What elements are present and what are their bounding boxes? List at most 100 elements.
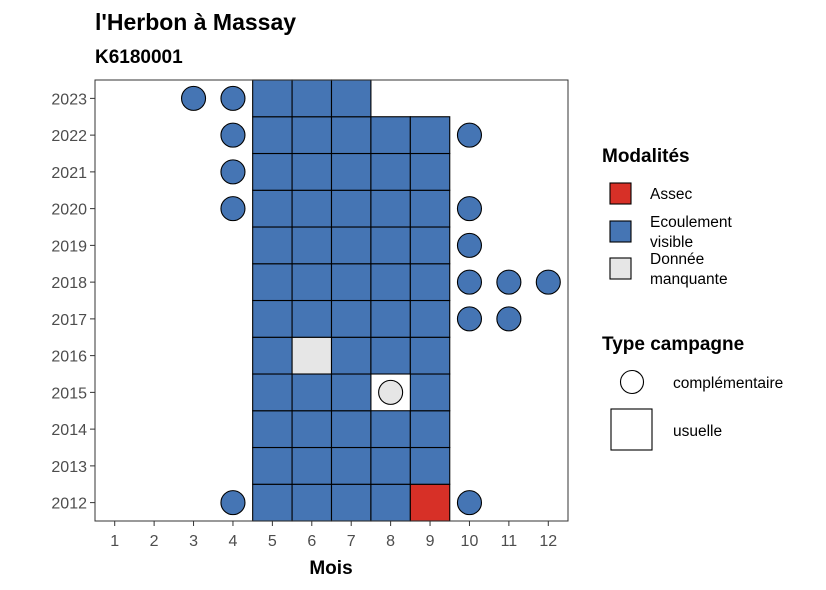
tile-2014-7 (330, 410, 372, 449)
x-axis: 1 2 3 4 5 6 7 8 9 10 11 12 (110, 521, 557, 550)
chart-title: l'Herbon à Massay (95, 9, 296, 35)
x-tick-label: 1 (110, 533, 119, 550)
tile-2021-9 (409, 152, 451, 191)
legend-key-assec (609, 182, 632, 205)
plot-area (180, 79, 561, 522)
tile-2020-8 (370, 189, 411, 228)
x-axis-title: Mois (309, 558, 352, 579)
tile-2016-5 (252, 336, 293, 375)
tile-2016-8 (370, 336, 411, 375)
point-2023-4 (220, 85, 246, 111)
y-tick-label: 2015 (51, 385, 87, 402)
tile-2017-9 (409, 299, 451, 338)
x-tick-label: 9 (426, 533, 435, 550)
x-tick-label: 11 (501, 533, 518, 550)
legend-modalites-title: Modalités (602, 146, 690, 167)
tile-2013-6 (291, 446, 333, 485)
tile-2018-6 (291, 263, 333, 302)
tile-2015-5 (252, 373, 293, 412)
tile-2020-9 (409, 189, 451, 228)
tile-2014-5 (252, 410, 293, 449)
tile-2015-6 (291, 373, 333, 412)
tile-2012-9 (409, 483, 451, 522)
x-tick-label: 4 (229, 533, 238, 550)
y-tick-label: 2013 (51, 459, 87, 476)
tile-2014-8 (370, 410, 411, 449)
tile-2022-6 (291, 116, 333, 155)
tile-2021-5 (252, 152, 293, 191)
x-tick-label: 5 (268, 533, 277, 550)
legend-type: Type campagne complémentaire usuelle (602, 334, 783, 451)
x-tick-label: 2 (150, 533, 159, 550)
tile-2017-7 (330, 299, 372, 338)
tile-2018-7 (330, 263, 372, 302)
tile-2014-6 (291, 410, 333, 449)
tile-2013-8 (370, 446, 411, 485)
point-2017-10 (456, 306, 483, 332)
tile-2020-5 (252, 189, 293, 228)
point-2019-10 (456, 232, 483, 258)
legend-type-title: Type campagne (602, 334, 744, 355)
point-2012-10 (456, 490, 483, 516)
tile-2016-9 (409, 336, 451, 375)
y-tick-label: 2019 (51, 238, 87, 255)
legend-label: Assec (650, 186, 692, 203)
tile-2019-9 (409, 226, 451, 265)
point-2018-12 (535, 269, 561, 295)
y-tick-label: 2016 (51, 349, 87, 366)
y-tick-label: 2023 (51, 91, 87, 108)
x-tick-label: 3 (189, 533, 198, 550)
legend-key-donnée-manquante (609, 257, 632, 280)
x-tick-label: 7 (347, 533, 356, 550)
y-tick-label: 2022 (51, 128, 87, 145)
y-tick-label: 2014 (51, 422, 87, 439)
tile-2012-6 (291, 483, 333, 522)
x-tick-label: 10 (461, 533, 479, 550)
legend-label: manquante (650, 271, 728, 288)
tile-2022-5 (252, 116, 293, 155)
legend-key-ecoulement-visible (609, 220, 632, 243)
y-axis: 2012 2013 2014 2015 2016 2017 2018 2019 2020 2021… (51, 91, 95, 513)
tile-2015-9 (409, 373, 451, 412)
point-2018-11 (496, 269, 522, 295)
point-2020-4 (220, 196, 246, 222)
y-tick-label: 2021 (51, 165, 87, 182)
y-tick-label: 2017 (51, 312, 87, 329)
tile-2020-6 (291, 189, 333, 228)
tile-2016-7 (330, 336, 372, 375)
x-tick-label: 6 (307, 533, 316, 550)
tile-2022-9 (409, 116, 451, 155)
legend-circle-key (619, 369, 645, 395)
legend-type-label: usuelle (673, 423, 722, 440)
legend-square-key (610, 408, 653, 451)
legend-label: Ecoulement (650, 214, 733, 231)
legend-label: Donnée (650, 251, 704, 268)
tile-2023-7 (330, 79, 372, 118)
point-2022-4 (220, 122, 246, 148)
plot-border (94, 79, 569, 522)
point-2018-10 (456, 269, 483, 295)
x-tick-label: 12 (539, 533, 557, 550)
y-tick-label: 2012 (51, 496, 87, 513)
tile-2013-7 (330, 446, 372, 485)
tile-2012-7 (330, 483, 372, 522)
tile-2019-8 (370, 226, 411, 265)
legend-type-label: complémentaire (673, 375, 783, 392)
tile-2021-8 (370, 152, 411, 191)
tile-2019-5 (252, 226, 293, 265)
tile-2016-6 (291, 336, 333, 375)
x-tick-label: 8 (386, 533, 395, 550)
tile-2013-5 (252, 446, 293, 485)
point-2015-8 (378, 379, 404, 405)
y-tick-label: 2018 (51, 275, 87, 292)
point-2020-10 (456, 196, 483, 222)
tile-2015-7 (330, 373, 372, 412)
point-2022-10 (456, 122, 483, 148)
tile-2019-6 (291, 226, 333, 265)
tile-2020-7 (330, 189, 372, 228)
point-2021-4 (220, 159, 246, 185)
tile-2021-7 (330, 152, 372, 191)
point-2023-3 (180, 85, 207, 111)
